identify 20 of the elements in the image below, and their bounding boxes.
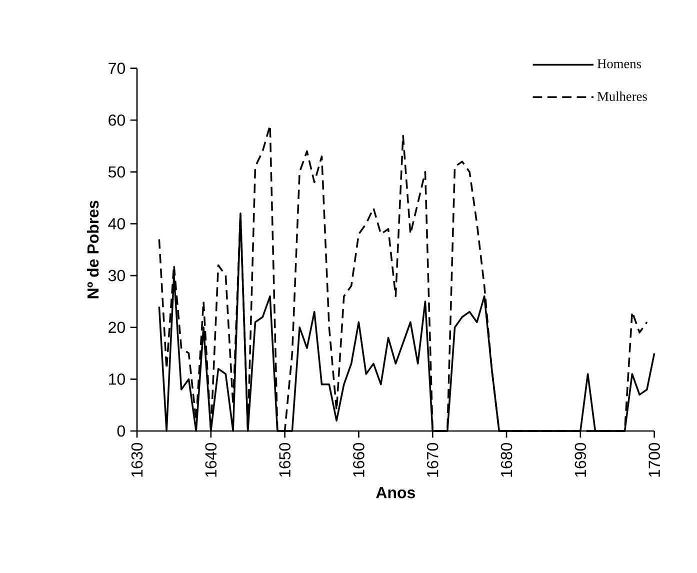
x-tick-label: 1680 [500,442,512,477]
y-tick-label: 60 [108,114,126,126]
x-tick-label: 1650 [279,442,290,477]
y-tick-label: 10 [109,374,126,385]
x-tick-label: 1630 [131,442,143,477]
y-tick-label: 30 [108,270,126,282]
legend-label: Homens [597,59,641,68]
y-tick-label: 40 [108,218,126,230]
x-tick-label: 1640 [205,442,217,477]
y-tick-label: 70 [108,62,126,74]
x-tick-label: 1700 [648,442,660,477]
y-axis-title: Nº de Pobres [86,200,99,298]
x-tick-label: 1690 [574,442,586,477]
y-tick-label: 0 [117,425,126,437]
y-tick-label: 50 [108,166,126,178]
x-axis-title: Anos [376,487,416,498]
x-tick-label: 1670 [426,442,438,477]
x-tick-label: 1660 [353,442,364,477]
y-tick-label: 20 [108,322,126,334]
legend-label: Mulheres [597,91,647,101]
